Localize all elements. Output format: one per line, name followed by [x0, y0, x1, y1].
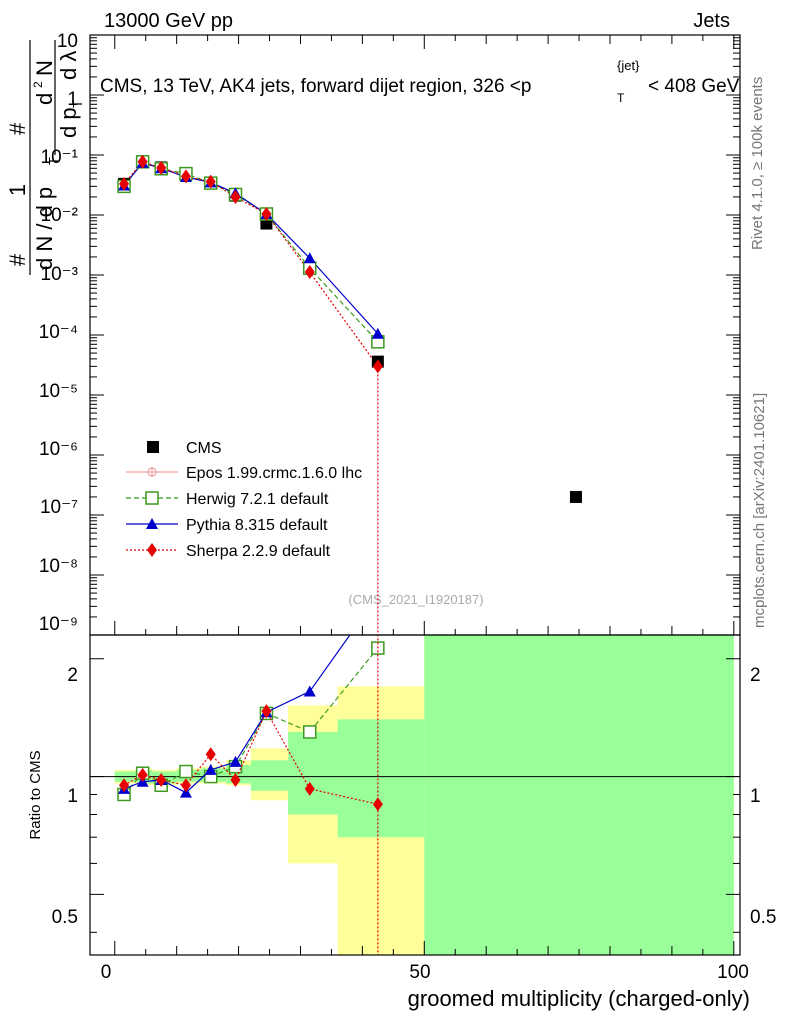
ratio-tick-right-2: 2 [750, 665, 761, 686]
top-marker-s3-p0 [119, 176, 130, 191]
ratio-marker-s3-p5 [230, 772, 241, 787]
top-y-axis-label: 1 # d N / d p T # d p T d 2 N d λ [5, 40, 85, 275]
top-marker-s3-p2 [156, 160, 167, 175]
x-tick-labels: 0 50 100 [101, 962, 749, 983]
analysis-id-watermark: (CMS_2021_I1920187) [348, 592, 483, 607]
top-y-tick-1e-2: 10⁻² [41, 205, 79, 226]
top-marker-s3-p5 [230, 189, 241, 204]
legend-marker-sherpa [147, 543, 157, 557]
plot-title-subscript: T [617, 91, 625, 105]
top-line-series-2 [123, 162, 379, 335]
legend: CMS Epos 1.99.crmc.1.6.0 lhc Herwig 7.2.… [126, 440, 362, 560]
ratio-tick-right-1: 1 [750, 786, 761, 807]
ratio-marker-s2-p7 [303, 685, 316, 697]
top-line-series-1 [123, 161, 379, 343]
ratio-marker-s3-p7 [304, 781, 315, 796]
ylabel-part-7: d [32, 93, 57, 105]
ratio-band-inner-7 [288, 731, 338, 815]
ratio-marker-s3-p0 [119, 778, 130, 793]
ratio-series [117, 635, 385, 812]
ylabel-part-0: 1 [5, 184, 30, 196]
top-marker-s3-p7 [304, 265, 315, 280]
legend-marker-epos [147, 467, 157, 477]
rivet-version-label: Rivet 4.1.0, ≥ 100k events [749, 77, 766, 250]
top-y-tick-labels: 10 1 10⁻¹ 10⁻² 10⁻³ 10⁻⁴ 10⁻⁵ 10⁻⁶ 10⁻⁷ … [39, 31, 78, 635]
top-y-tick-1e-4: 10⁻⁴ [39, 322, 78, 343]
ratio-marker-s2-p4 [204, 763, 217, 775]
ratio-band-inner-9 [424, 635, 734, 955]
ratio-y-axis-label: Ratio to CMS [27, 750, 44, 839]
ratio-tick-left-1: 1 [67, 786, 78, 807]
legend-label-herwig: Herwig 7.2.1 default [186, 491, 329, 508]
ratio-y-tick-labels: 0.5 1 2 0.5 1 2 [52, 665, 777, 928]
header-left-label: 13000 GeV pp [104, 10, 233, 32]
plot-axes [89, 34, 741, 956]
legend-label-cms: CMS [186, 440, 222, 457]
top-y-tick-1: 1 [67, 89, 78, 110]
top-y-tick-1e-7: 10⁻⁷ [40, 497, 78, 518]
ratio-marker-s1-p3 [179, 764, 193, 779]
plot-title-superscript: {jet} [617, 58, 640, 73]
top-y-tick-10: 10 [57, 31, 78, 52]
ylabel-part-10: d λ [56, 51, 81, 80]
top-y-tick-1e-9: 10⁻⁹ [39, 614, 78, 635]
ylabel-part-1: # [5, 253, 30, 266]
ratio-marker-s3-p2 [156, 772, 167, 787]
ratio-band-inner-6 [250, 760, 289, 791]
ratio-marker-s2-p5 [229, 755, 242, 767]
ratio-tick-right-0.5: 0.5 [750, 907, 776, 928]
x-tick-100: 100 [717, 962, 749, 983]
legend-marker-pythia [146, 518, 158, 529]
top-marker-s3-p3 [180, 169, 191, 184]
ylabel-part-9: N [32, 60, 57, 76]
x-axis-label: groomed multiplicity (charged-only) [408, 986, 750, 1011]
top-series [117, 154, 582, 955]
legend-label-sherpa: Sherpa 2.2.9 default [186, 543, 331, 560]
ratio-band-inner-8 [337, 719, 425, 838]
top-marker-s3-p6 [261, 206, 272, 221]
mcplots-source-label: mcplots.cern.ch [arXiv:2401.10621] [751, 393, 768, 628]
legend-label-epos: Epos 1.99.crmc.1.6.0 lhc [186, 465, 362, 482]
ratio-marker-s3-p3 [180, 778, 191, 793]
legend-label-pythia: Pythia 8.315 default [186, 517, 328, 534]
top-marker-s2-p8 [371, 327, 384, 339]
header-right-label: Jets [693, 10, 730, 32]
top-line-series-3 [123, 161, 379, 367]
ylabel-part-6: T [70, 100, 85, 108]
plot-title-prefix: CMS, 13 TeV, AK4 jets, forward dijet reg… [100, 76, 531, 97]
ratio-frame [89, 634, 741, 956]
ratio-marker-s3-p4 [205, 747, 216, 762]
ratio-marker-s3-p1 [137, 767, 148, 782]
ratio-tick-left-2: 2 [67, 665, 78, 686]
plot-title-suffix: < 408 GeV [648, 76, 740, 97]
ratio-uncertainty-bands [90, 635, 740, 955]
ratio-marker-s1-p7 [303, 725, 317, 739]
ratio-marker-s3-p6 [261, 704, 272, 719]
ylabel-part-3: T [46, 157, 61, 165]
plot-title: CMS, 13 TeV, AK4 jets, forward dijet reg… [100, 58, 740, 105]
legend-marker-cms [147, 441, 159, 453]
ratio-tick-left-0.5: 0.5 [52, 907, 78, 928]
top-y-tick-1e-6: 10⁻⁶ [39, 439, 78, 460]
top-y-tick-1e-1: 10⁻¹ [41, 147, 79, 168]
top-marker-s3-p1 [137, 154, 148, 169]
top-y-tick-1e-8: 10⁻⁸ [39, 556, 78, 577]
cms-data-point-9 [569, 490, 582, 503]
top-marker-s3-p8 [372, 359, 383, 374]
legend-marker-herwig [145, 491, 159, 505]
top-marker-s3-p4 [205, 174, 216, 189]
x-tick-50: 50 [409, 962, 430, 983]
ylabel-part-2: d N / d p [32, 187, 57, 270]
top-y-tick-1e-3: 10⁻³ [41, 264, 79, 285]
ylabel-part-8: 2 [31, 81, 45, 88]
ylabel-part-5: d p [56, 107, 81, 138]
top-marker-s2-p7 [303, 252, 316, 264]
ylabel-part-4: # [5, 122, 30, 135]
x-tick-0: 0 [101, 962, 112, 983]
top-y-tick-1e-5: 10⁻⁵ [39, 381, 78, 402]
